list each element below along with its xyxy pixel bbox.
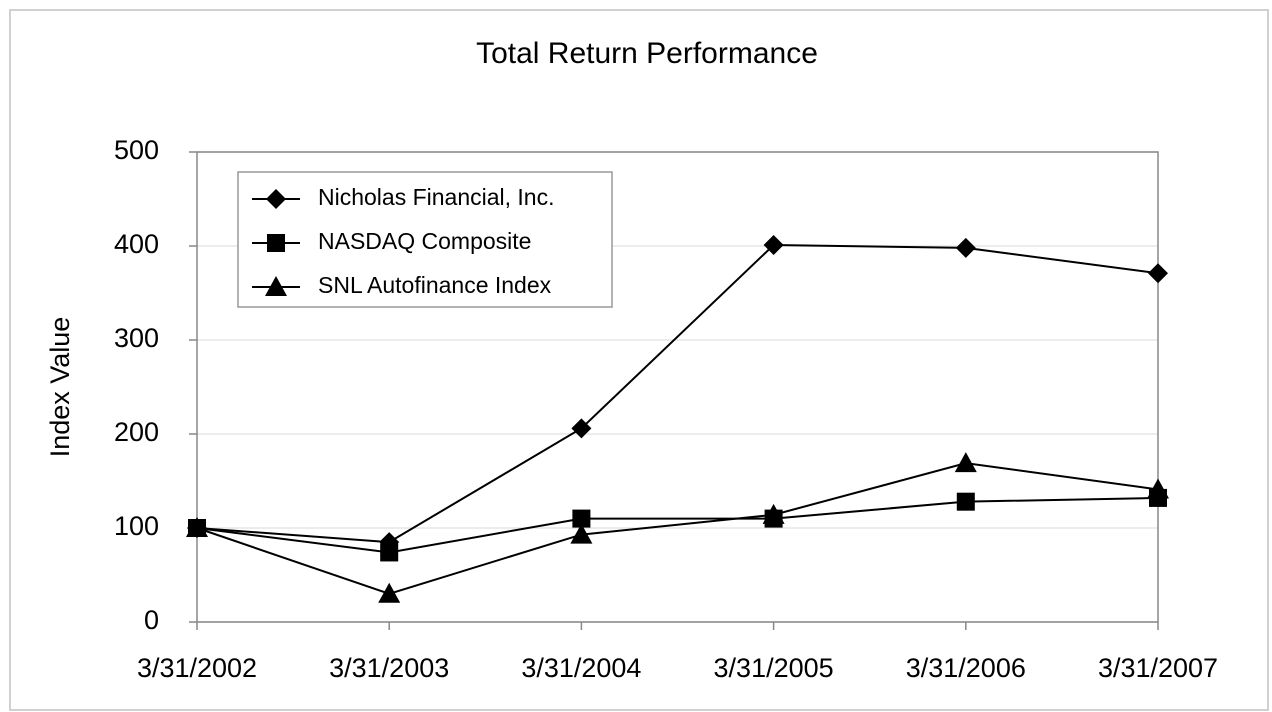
y-tick-label: 400: [114, 229, 159, 259]
legend-marker: [265, 276, 287, 296]
x-tick-label: 3/31/2002: [137, 653, 257, 683]
data-point: [186, 517, 208, 537]
data-point: [956, 492, 975, 511]
x-tick-label: 3/31/2004: [521, 653, 641, 683]
data-point: [570, 523, 593, 544]
x-tick-label: 3/31/2006: [906, 653, 1026, 683]
data-point: [1147, 478, 1169, 499]
legend-label: NASDAQ Composite: [318, 228, 531, 254]
legend-marker: [267, 234, 285, 252]
legend-box: [237, 171, 613, 308]
chart-frame: [9, 9, 1269, 711]
data-point: [763, 235, 784, 256]
series-line: [196, 496, 1159, 554]
legend-label: Nicholas Financial, Inc.: [318, 184, 555, 210]
series-line: [196, 244, 1159, 544]
y-tick-label: 200: [114, 417, 159, 447]
legend-marker: [266, 189, 286, 209]
x-tick-label: 3/31/2003: [329, 653, 449, 683]
y-tick-label: 500: [114, 135, 159, 165]
data-point: [762, 503, 785, 524]
data-point: [954, 452, 977, 473]
data-point: [571, 418, 592, 439]
data-point: [1148, 263, 1168, 284]
x-tick-label: 3/31/2005: [714, 653, 834, 683]
y-tick-label: 300: [114, 323, 159, 353]
data-point: [380, 543, 399, 562]
chart-title: Total Return Performance: [476, 37, 818, 70]
y-tick-label: 0: [144, 605, 159, 635]
data-point: [378, 582, 401, 603]
x-tick-label: 3/31/2007: [1098, 653, 1218, 683]
legend-label: SNL Autofinance Index: [318, 272, 552, 298]
y-tick-label: 100: [114, 511, 159, 541]
plot-area: [196, 151, 1159, 623]
data-point: [572, 509, 591, 528]
series-line: [196, 462, 1159, 595]
y-axis-label: Index Value: [45, 317, 75, 458]
data-point: [955, 237, 976, 258]
